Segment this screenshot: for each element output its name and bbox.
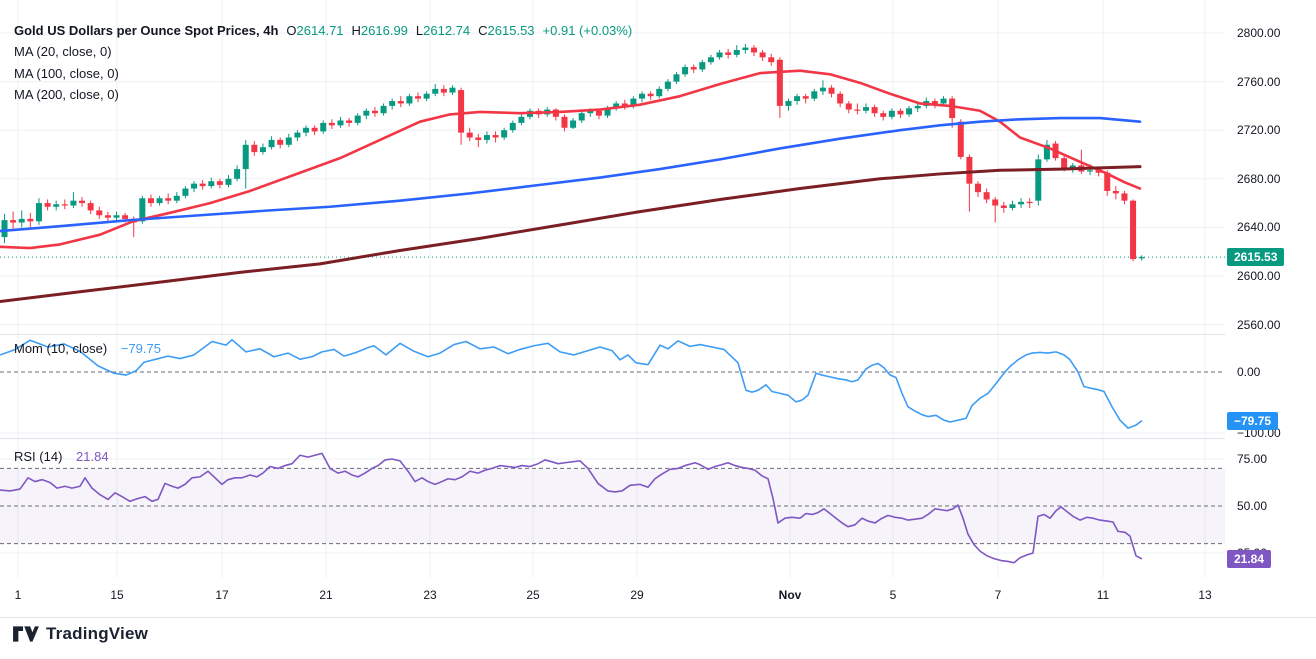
ohlc-letter: H (351, 23, 361, 38)
price-tick: 2680.00 (1237, 171, 1281, 186)
indicator-level-lines (0, 371, 1225, 545)
symbol-legend-row[interactable]: Gold US Dollars per Ounce Spot Prices, 4… (14, 22, 632, 40)
rsi-legend-row[interactable]: RSI (14) 21.84 (14, 448, 109, 466)
symbol-title: Gold US Dollars per Ounce Spot Prices, 4… (14, 23, 279, 38)
time-label: 25 (526, 588, 540, 602)
ma20-legend-row[interactable]: MA (20, close, 0) (14, 43, 112, 61)
rsi-legend-value: 21.84 (76, 449, 109, 464)
momentum-tick: 0.00 (1237, 365, 1261, 379)
ohlc-value: 2612.74 (423, 23, 471, 38)
price-scale[interactable]: 2800.00 2760.00 2720.00 2680.00 2640.00 2600.… (1225, 0, 1316, 617)
time-label: 23 (423, 588, 437, 602)
time-label: 15 (110, 588, 124, 602)
ma200-legend-row[interactable]: MA (200, close, 0) (14, 86, 119, 104)
price-tick: 2760.00 (1237, 74, 1281, 89)
time-label: 1 (14, 588, 22, 602)
momentum-legend-value: −79.75 (120, 341, 161, 356)
ma-line-20 (0, 69, 1142, 250)
price-tick: 2600.00 (1237, 269, 1281, 283)
ohlc-value: 2615.53 (487, 23, 535, 38)
rsi-line (0, 452, 1143, 564)
time-label: 5 (889, 588, 897, 602)
time-label: 11 (1096, 588, 1110, 602)
ohlc-letter: C (478, 23, 488, 38)
time-scale[interactable]: 1 15 17 21 23 25 29 Nov 5 7 11 13 (0, 578, 1225, 617)
rsi-tick: 50.00 (1237, 499, 1268, 513)
rsi-legend-label: RSI (14) (14, 449, 63, 464)
price-tick: 2720.00 (1237, 123, 1281, 138)
ohlc-value: 2614.71 (296, 23, 344, 38)
time-label: 29 (630, 588, 644, 602)
time-label: Nov (778, 588, 802, 602)
last-price-badge: 2615.53 (1227, 248, 1285, 267)
ma200-legend-label: MA (200, close, 0) (14, 87, 119, 102)
ma100-legend-row[interactable]: MA (100, close, 0) (14, 65, 119, 83)
price-tick: 2560.00 (1237, 317, 1281, 332)
momentum-legend-label: Mom (10, close) (14, 341, 108, 356)
momentum-value-badge: −79.75 (1227, 411, 1279, 430)
tradingview-logo[interactable]: TradingView (13, 624, 148, 644)
candles (1, 43, 1145, 262)
ohlc-values: O2614.71 H2616.99 L2612.74 C2615.53 (278, 23, 534, 38)
time-scale-labels: 1 15 17 21 23 25 29 Nov 5 7 11 13 (0, 588, 1225, 604)
rsi-value-badge: 21.84 (1227, 549, 1272, 568)
time-label: 21 (319, 588, 333, 602)
change-value: +0.91 (+0.03%) (542, 23, 633, 38)
rsi-tick: 75.00 (1237, 452, 1268, 466)
ohlc-letter: O (286, 23, 297, 38)
tradingview-logo-text: TradingView (46, 624, 149, 643)
ohlc-value: 2616.99 (360, 23, 408, 38)
tradingview-logo-icon (13, 626, 39, 642)
ma-line-200 (0, 165, 1142, 304)
ma100-legend-label: MA (100, close, 0) (14, 66, 119, 81)
price-tick: 2640.00 (1237, 220, 1281, 235)
momentum-legend-row[interactable]: Mom (10, close) −79.75 (14, 340, 161, 358)
time-label: 13 (1198, 588, 1212, 602)
ma-line-100 (0, 116, 1142, 233)
time-label: 7 (994, 588, 1002, 602)
momentum-line (0, 338, 1143, 429)
grid-lines (0, 0, 1225, 578)
ma20-legend-label: MA (20, close, 0) (14, 44, 112, 59)
price-tick: 2800.00 (1237, 26, 1281, 40)
ohlc-letter: L (415, 23, 424, 38)
time-label: 17 (215, 588, 229, 602)
